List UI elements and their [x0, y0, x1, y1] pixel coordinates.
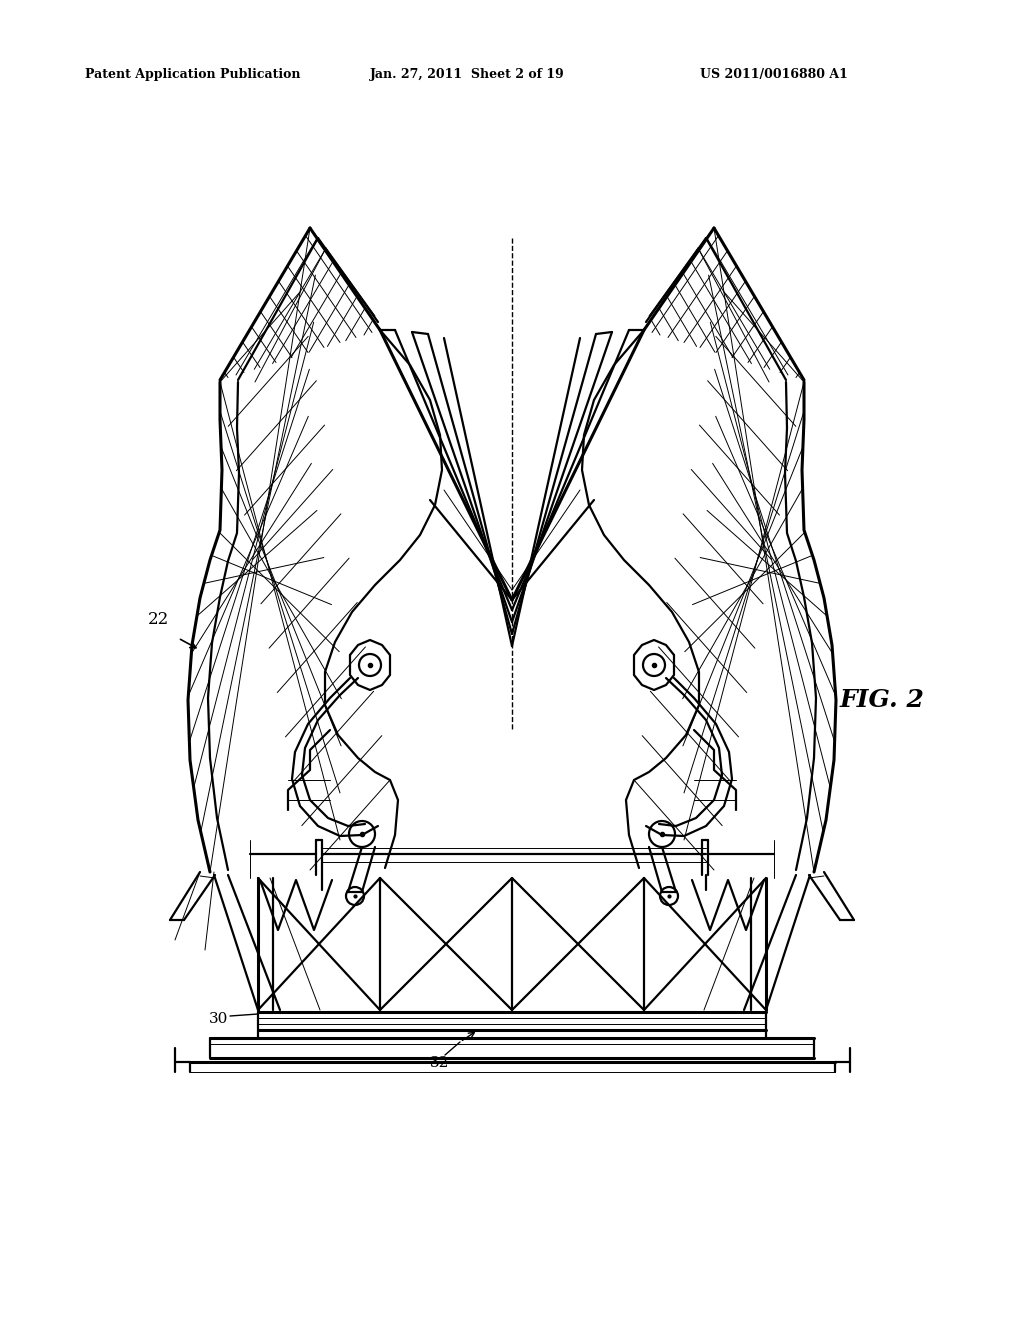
Text: FIG. 2: FIG. 2: [840, 688, 925, 711]
Text: 30: 30: [209, 1012, 228, 1026]
Text: 32: 32: [430, 1056, 450, 1071]
Text: US 2011/0016880 A1: US 2011/0016880 A1: [700, 69, 848, 81]
Text: 22: 22: [148, 611, 169, 628]
Text: Patent Application Publication: Patent Application Publication: [85, 69, 300, 81]
Text: Jan. 27, 2011  Sheet 2 of 19: Jan. 27, 2011 Sheet 2 of 19: [370, 69, 565, 81]
